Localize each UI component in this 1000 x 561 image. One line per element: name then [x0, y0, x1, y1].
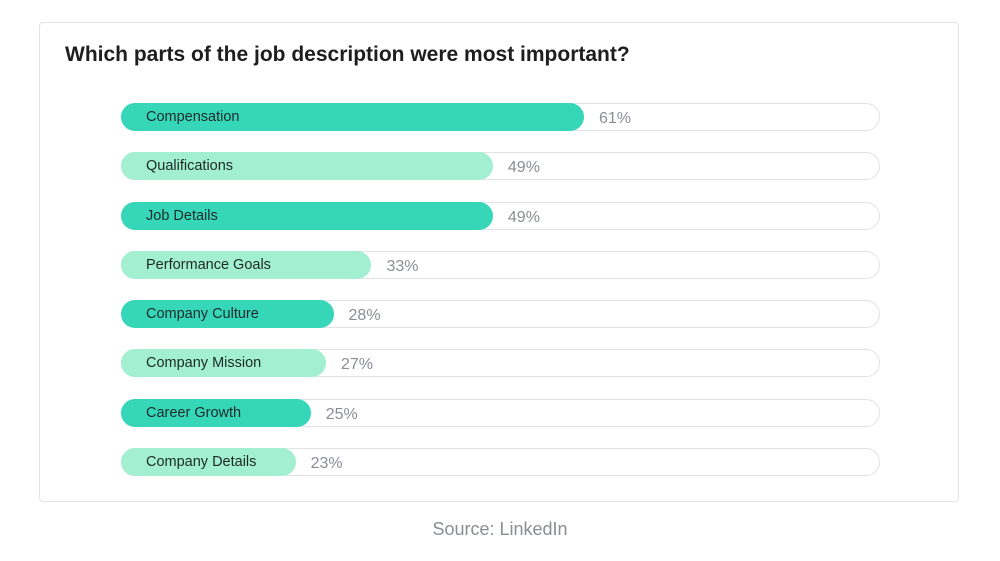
bar-value-label: 28% [348, 307, 381, 325]
bar-row: Qualifications 49% [121, 152, 880, 182]
bar-row: Performance Goals 33% [121, 250, 880, 281]
bar-label: Company Details [146, 454, 257, 471]
bar [121, 201, 493, 230]
bar-value-label: 49% [507, 208, 540, 226]
bar-label: Qualifications [146, 158, 234, 175]
bar-value-label: 49% [507, 159, 540, 177]
bar [121, 349, 326, 378]
bar-row: Company Mission 27% [121, 349, 880, 379]
bar-label: Career Growth [146, 404, 242, 421]
source-caption: Source: LinkedIn [432, 519, 568, 539]
bar-label: Compensation [146, 109, 240, 125]
bar [121, 152, 493, 181]
bar-row: Career Growth 25% [121, 398, 880, 429]
bar [121, 250, 372, 279]
bar-row: Company Details 23% [121, 448, 880, 478]
bar-label: Performance Goals [146, 256, 271, 273]
bar-value-label: 27% [340, 356, 373, 374]
chart-card: Which parts of the job description were … [39, 22, 959, 502]
bar [121, 103, 584, 131]
bar-chart: Compensation 61% Qualifications 49% Job Deta… [121, 103, 880, 497]
bar-row: Job Details 49% [121, 201, 880, 232]
bar-label: Company Mission [146, 355, 262, 372]
bar-label: Job Details [146, 207, 218, 224]
bar [121, 398, 311, 427]
bar [121, 448, 296, 477]
bar-value-label: 33% [386, 257, 419, 275]
bar-row: Company Culture 28% [121, 300, 880, 330]
bar-value-label: 61% [598, 110, 632, 127]
bar-row: Compensation 61% [121, 103, 880, 133]
bar-label: Company Culture [146, 306, 259, 323]
bar-value-label: 23% [310, 455, 343, 473]
bar [121, 300, 334, 329]
bar-value-label: 25% [325, 405, 358, 423]
chart-title: Which parts of the job description were … [65, 43, 630, 66]
